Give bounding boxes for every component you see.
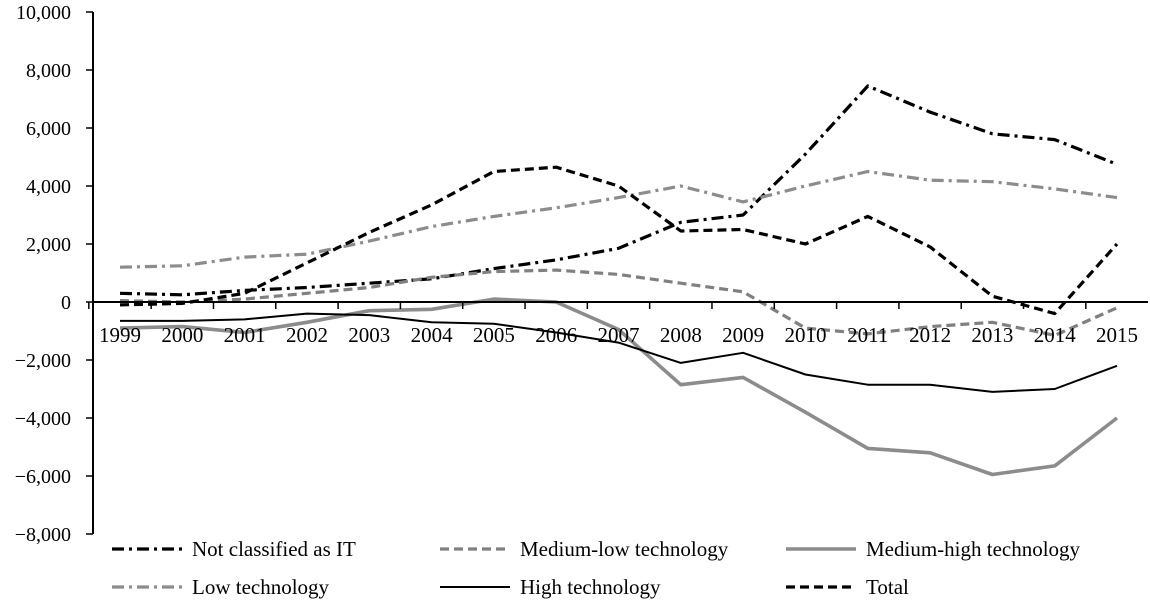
legend-label: Not classified as IT [192,537,356,561]
x-tick-label: 2014 [1034,323,1077,347]
legend-item-total: Total [786,575,909,599]
x-tick-label: 2009 [722,323,764,347]
y-tick-label: 6,000 [26,118,71,140]
legend-label: High technology [520,575,661,599]
legend-label: Medium-high technology [866,537,1081,561]
legend-label: Total [866,575,909,599]
x-tick-label: 2000 [161,323,203,347]
y-tick-label: 2,000 [26,234,71,256]
legend-item-high-technology: High technology [440,575,661,599]
legend-item-low-technology: Low technology [112,575,330,599]
series-line-low-technology [119,169,1118,269]
x-tick-label: 2006 [535,323,577,347]
y-tick-label: −8,000 [15,524,71,546]
axis-layer: 10,000 8,000 6,000 4,000 2,000 0 −2,000 −4,000 −… [15,2,1148,546]
y-tick-label: 4,000 [26,176,71,198]
x-tick-label: 2003 [348,323,390,347]
legend-label: Medium-low technology [520,537,729,561]
y-tick-label: 0 [61,292,71,314]
x-tick-label: 2002 [286,323,328,347]
series-line-medium-high-technology [119,297,1119,477]
y-tick-label: 8,000 [26,60,71,82]
x-tick-label: 2012 [909,323,951,347]
x-tick-label: 2010 [784,323,826,347]
series-layer [119,84,1119,477]
x-tick-label: 2001 [224,323,266,347]
legend-item-medium-low-technology: Medium-low technology [440,537,729,561]
x-tick-label: 2004 [411,323,454,347]
x-tick-label: 2008 [660,323,702,347]
y-tick-label: −4,000 [15,408,71,430]
series-line-medium-low-technology [119,268,1118,337]
y-tick-label: 10,000 [16,2,71,24]
legend-item-medium-high-technology: Medium-high technology [786,537,1081,561]
x-tick-label: 2011 [847,323,888,347]
legend-item-not-classified-as-it: Not classified as IT [112,537,356,561]
x-tick-label: 2007 [598,323,640,347]
series-line-not-classified-as-it [119,84,1118,297]
y-tick-label: −6,000 [15,466,71,488]
y-tick-label: −2,000 [15,350,71,372]
x-tick-label: 1999 [99,323,141,347]
legend-label: Low technology [192,575,330,599]
series-line-total [119,165,1119,316]
x-tick-label: 2015 [1096,323,1138,347]
legend: Not classified as IT Medium-low technolog… [112,537,1081,599]
x-tick-label: 2005 [473,323,515,347]
x-tick-label: 2013 [971,323,1013,347]
series-line-high-technology [120,312,1118,393]
